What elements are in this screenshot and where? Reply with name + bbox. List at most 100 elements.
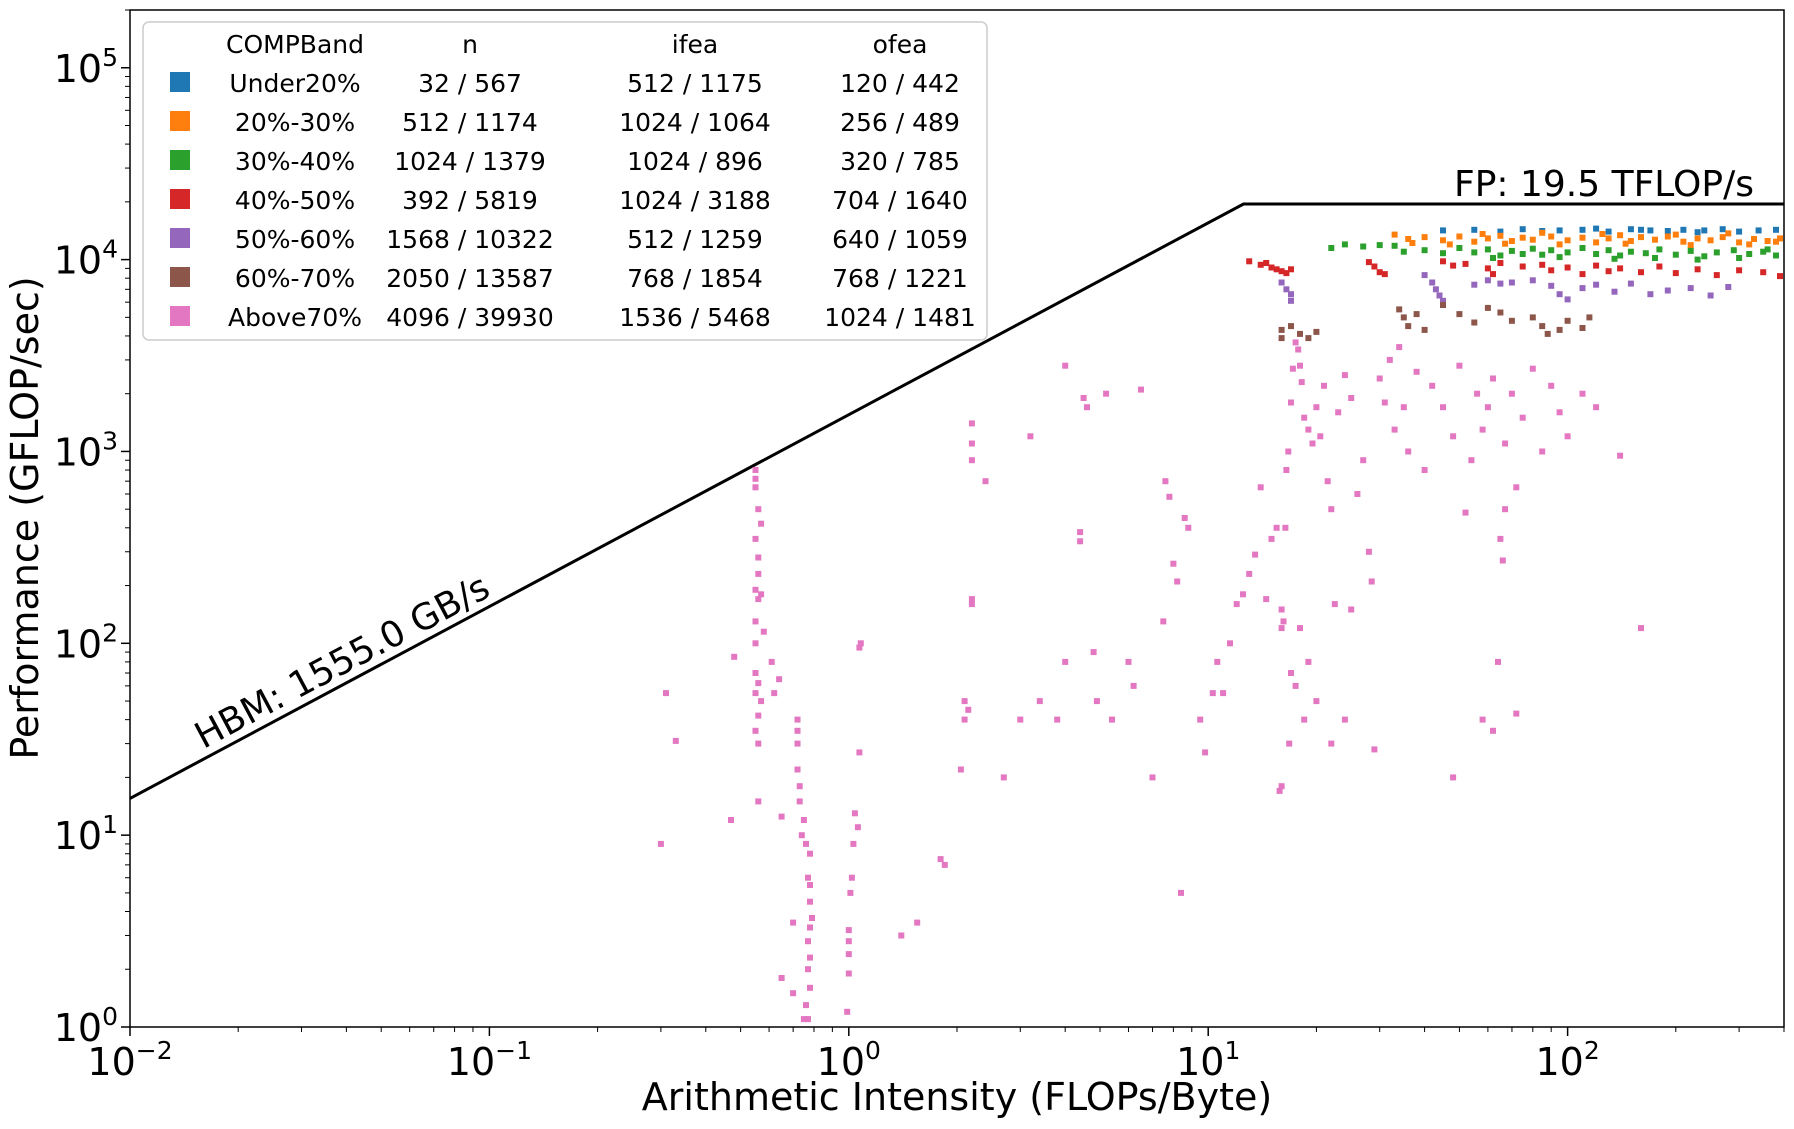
point-above70 <box>752 670 759 676</box>
legend-cell: 1024 / 896 <box>627 147 763 176</box>
roofline-line <box>129 202 1784 800</box>
point-30-40 <box>1617 252 1624 259</box>
point-above70 <box>965 706 972 713</box>
point-above70 <box>1093 698 1100 705</box>
point-50-60 <box>1278 279 1285 286</box>
point-above70 <box>845 938 852 945</box>
point-30-40 <box>1627 248 1634 255</box>
point-50-60 <box>1436 292 1443 299</box>
legend-cell: 40%-50% <box>235 186 355 215</box>
point-above70 <box>1246 570 1253 577</box>
point-20-30 <box>1672 231 1679 238</box>
point-40-50 <box>1672 270 1679 277</box>
point-40-50 <box>1638 269 1644 276</box>
point-20-30 <box>1652 236 1658 243</box>
point-above70 <box>1564 433 1571 440</box>
point-above70 <box>850 840 857 847</box>
point-above70 <box>790 990 797 997</box>
point-above70 <box>807 850 813 857</box>
point-40-50 <box>1713 272 1720 279</box>
legend-cell: Above70% <box>228 303 362 332</box>
point-60-70 <box>1497 309 1504 316</box>
point-40-50 <box>1490 271 1496 278</box>
point-60-70 <box>1586 314 1593 321</box>
memory-bound-label: HBM: 1555.0 GB/s <box>188 567 496 757</box>
point-30-40 <box>1490 255 1496 261</box>
point-above70 <box>1283 467 1290 473</box>
legend-cell: 1536 / 5468 <box>619 303 771 332</box>
point-under20 <box>1556 227 1563 234</box>
point-30-40 <box>1773 252 1779 259</box>
point-above70 <box>1376 375 1383 382</box>
point-under20 <box>1719 226 1726 233</box>
point-above70 <box>752 467 759 473</box>
point-above70 <box>1617 452 1624 459</box>
point-above70 <box>1220 690 1227 697</box>
point-30-40 <box>1471 249 1478 256</box>
point-above70 <box>982 478 989 485</box>
point-above70 <box>1301 414 1308 421</box>
point-above70 <box>758 591 765 598</box>
point-50-60 <box>1593 281 1600 288</box>
point-above70 <box>1474 390 1481 397</box>
point-above70 <box>1280 618 1287 625</box>
point-40-50 <box>1246 258 1253 265</box>
x-tick-label: 100 <box>817 1036 881 1084</box>
point-60-70 <box>1564 317 1571 324</box>
point-above70 <box>1297 362 1303 369</box>
point-40-50 <box>1548 267 1555 274</box>
point-30-40 <box>1456 245 1463 251</box>
point-20-30 <box>1736 239 1743 246</box>
point-50-60 <box>1556 291 1563 298</box>
point-under20 <box>1694 229 1701 236</box>
point-under20 <box>1664 228 1671 234</box>
point-above70 <box>1317 433 1324 440</box>
point-above70 <box>778 975 785 981</box>
point-above70 <box>805 874 811 881</box>
point-40-50 <box>1617 265 1624 272</box>
legend-swatch <box>170 111 190 131</box>
point-above70 <box>845 970 852 977</box>
point-20-30 <box>1746 241 1753 248</box>
point-40-50 <box>1519 263 1526 270</box>
point-above70 <box>657 840 664 847</box>
legend-cell: 640 / 1059 <box>832 225 968 254</box>
point-above70 <box>752 618 759 625</box>
point-above70 <box>771 690 778 697</box>
point-30-40 <box>1713 249 1720 256</box>
point-under20 <box>1519 226 1526 233</box>
point-60-70 <box>1456 311 1463 318</box>
point-50-60 <box>1529 277 1536 284</box>
point-under20 <box>1440 227 1446 234</box>
point-above70 <box>941 861 948 868</box>
point-above70 <box>1257 484 1264 491</box>
legend-swatch <box>170 72 190 92</box>
point-50-60 <box>1664 287 1671 294</box>
point-under20 <box>1647 227 1654 234</box>
point-20-30 <box>1556 241 1563 248</box>
point-50-60 <box>1627 280 1634 287</box>
point-30-40 <box>1440 250 1446 257</box>
y-tick-label: 104 <box>54 235 118 283</box>
point-20-30 <box>1548 233 1555 240</box>
legend-swatch <box>170 267 190 287</box>
point-above70 <box>1331 601 1338 608</box>
point-20-30 <box>1719 234 1726 241</box>
point-above70 <box>1054 716 1061 723</box>
point-above70 <box>1130 682 1137 689</box>
point-60-70 <box>1405 323 1412 330</box>
point-above70 <box>1285 448 1292 455</box>
point-50-60 <box>1579 285 1586 292</box>
point-under20 <box>1755 227 1762 234</box>
point-above70 <box>768 658 775 665</box>
y-tick-label: 102 <box>54 618 118 666</box>
point-above70 <box>1321 382 1327 389</box>
point-above70 <box>1268 535 1275 542</box>
point-60-70 <box>1556 326 1563 333</box>
legend-cell: 768 / 1221 <box>832 264 968 293</box>
point-20-30 <box>1638 234 1644 241</box>
point-30-40 <box>1760 248 1767 255</box>
point-40-50 <box>1268 264 1275 271</box>
point-60-70 <box>1278 326 1285 333</box>
point-20-30 <box>1484 235 1491 242</box>
